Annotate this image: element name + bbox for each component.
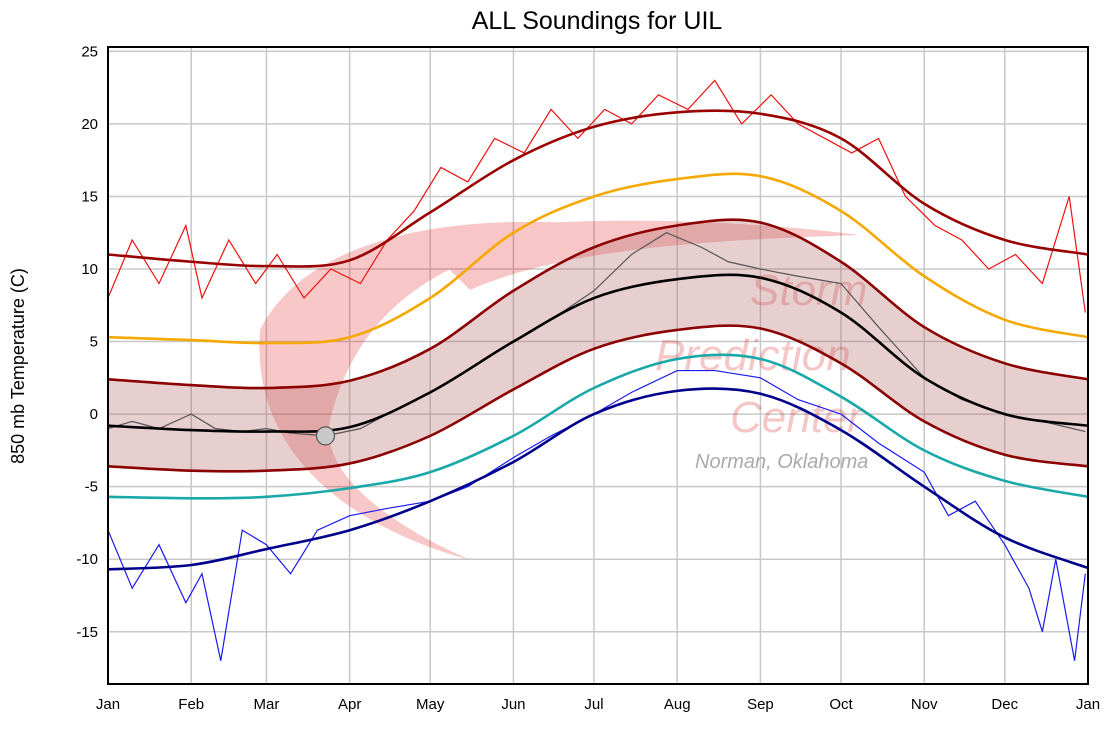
chart-title: ALL Soundings for UIL — [472, 7, 723, 35]
series-max-record — [107, 109, 1089, 268]
watermark-location: Norman, Oklahoma — [695, 451, 868, 473]
x-tick-label: May — [416, 696, 445, 713]
y-tick-label: 20 — [81, 116, 98, 133]
y-tick-label: 0 — [90, 406, 98, 423]
x-tick-label: Jan — [1076, 696, 1100, 713]
watermark-swoosh — [259, 221, 600, 560]
plot-frame — [107, 46, 1089, 685]
x-tick-label: Dec — [991, 696, 1018, 713]
series-layer — [107, 79, 1089, 661]
y-tick-label: -15 — [76, 624, 98, 641]
y-tick-label: -5 — [85, 479, 98, 496]
watermark-swoosh-2 — [420, 220, 860, 290]
series-daily-max — [107, 79, 1086, 313]
series-mean — [107, 273, 1089, 433]
watermark-center: Center — [730, 393, 864, 442]
y-tick-label: -10 — [76, 551, 98, 568]
series-upper-percentile — [107, 172, 1089, 345]
x-tick-label: Jun — [501, 696, 525, 713]
series-lower-band — [107, 324, 1089, 473]
y-tick-label: 10 — [81, 261, 98, 278]
x-tick-label: Aug — [664, 696, 691, 713]
y-tick-label: 25 — [81, 43, 98, 60]
series-min-record — [107, 387, 1089, 571]
percentile-band-fill — [108, 219, 1088, 472]
current-sounding-marker[interactable] — [315, 426, 336, 446]
series-lower-percentile — [107, 353, 1089, 500]
x-tick-label: Jan — [96, 696, 120, 713]
x-tick-label: Jul — [584, 696, 603, 713]
y-ticks: -15 -10 -5 0 5 10 15 20 25 — [76, 43, 98, 640]
y-tick-label: 5 — [90, 334, 98, 351]
x-tick-label: Nov — [911, 696, 938, 713]
x-tick-label: Oct — [829, 696, 853, 713]
x-tick-label: Apr — [338, 696, 361, 713]
x-ticks: Jan Feb Mar Apr May Jun Jul Aug Sep Oct Nov Dec Jan — [96, 696, 1100, 713]
y-axis-label: 850 mb Temperature (C) — [8, 268, 28, 464]
x-tick-label: Sep — [747, 696, 774, 713]
watermark-prediction: Prediction — [655, 331, 851, 380]
spc-watermark: Storm Prediction Center — [259, 220, 867, 560]
y-tick-label: 15 — [81, 188, 98, 205]
series-upper-band — [107, 218, 1089, 390]
x-tick-label: Feb — [178, 696, 204, 713]
x-tick-label: Mar — [253, 696, 279, 713]
